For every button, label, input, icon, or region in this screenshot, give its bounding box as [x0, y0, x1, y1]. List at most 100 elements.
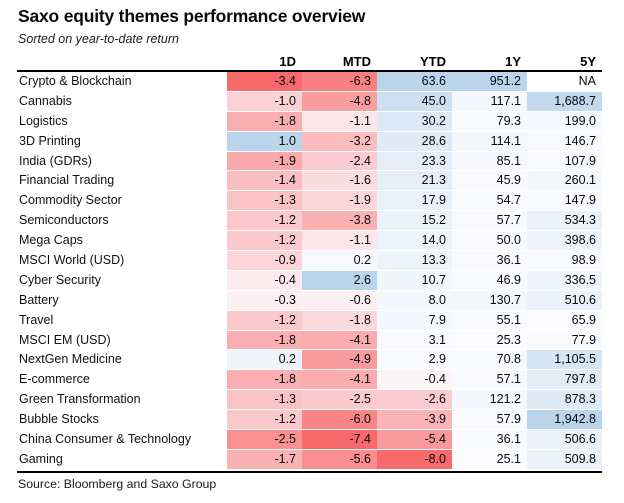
value-cell: -1.1 [302, 231, 377, 252]
table-row: Commodity Sector -1.3 -1.9 17.9 54.7 147.9 [17, 191, 602, 212]
value-cell: 130.7 [452, 290, 527, 311]
table-row: 3D Printing 1.0 -3.2 28.6 114.1 146.7 [17, 131, 602, 152]
table-row: Travel -1.2 -1.8 7.9 55.1 65.9 [17, 310, 602, 331]
value-cell: 98.9 [527, 251, 602, 271]
value-cell: -7.4 [302, 430, 377, 450]
value-cell: 1,105.5 [527, 350, 602, 371]
value-cell: -5.4 [377, 430, 452, 450]
value-cell: 121.2 [452, 390, 527, 411]
value-cell: -6.3 [302, 72, 377, 92]
value-cell: 54.7 [452, 191, 527, 212]
theme-name: India (GDRs) [19, 153, 92, 168]
value-cell: 17.9 [377, 191, 452, 212]
theme-name: NextGen Medicine [19, 352, 122, 367]
value-cell: -4.1 [302, 370, 377, 391]
value-cell: -0.4 [377, 370, 452, 391]
column-header-ytd: YTD [420, 54, 446, 69]
theme-name: MSCI EM (USD) [19, 332, 111, 347]
theme-name: Battery [19, 292, 59, 307]
theme-name: Bubble Stocks [19, 412, 99, 427]
value-cell: 15.2 [377, 211, 452, 232]
value-cell: 1,688.7 [527, 91, 602, 112]
value-cell: 951.2 [452, 72, 527, 92]
table-row: NextGen Medicine 0.2 -4.9 2.9 70.8 1,105.5 [17, 350, 602, 371]
value-cell: 13.3 [377, 251, 452, 271]
value-cell: -0.9 [227, 251, 302, 271]
value-cell: -1.9 [227, 151, 302, 172]
value-cell: 57.7 [452, 211, 527, 232]
value-cell: 14.0 [377, 231, 452, 252]
value-cell: -1.0 [227, 91, 302, 112]
value-cell: 28.6 [377, 131, 452, 152]
value-cell: -2.6 [377, 390, 452, 411]
value-cell: 114.1 [452, 131, 527, 152]
value-cell: 63.6 [377, 72, 452, 92]
value-cell: 8.0 [377, 290, 452, 311]
value-cell: -2.5 [227, 430, 302, 450]
value-cell: 260.1 [527, 171, 602, 192]
value-cell: -1.1 [302, 111, 377, 132]
value-cell: 0.2 [227, 350, 302, 371]
table-body: Crypto & Blockchain -3.4 -6.3 63.6 951.2 NA Ca… [17, 72, 602, 470]
value-cell: -3.4 [227, 72, 302, 92]
theme-name: Cannabis [19, 93, 72, 108]
value-cell: -6.0 [302, 410, 377, 431]
table-row: Gaming -1.7 -5.6 -8.0 25.1 509.8 [17, 449, 602, 470]
theme-name: Travel [19, 312, 54, 327]
table-row: E-commerce -1.8 -4.1 -0.4 57.1 797.8 [17, 370, 602, 391]
value-cell: -1.8 [227, 330, 302, 351]
value-cell: 30.2 [377, 111, 452, 132]
value-cell: 85.1 [452, 151, 527, 172]
column-header-1y: 1Y [505, 54, 521, 69]
value-cell: 36.1 [452, 430, 527, 450]
subtitle: Sorted on year-to-date return [18, 32, 179, 46]
table-row: Mega Caps -1.2 -1.1 14.0 50.0 398.6 [17, 231, 602, 252]
table-row: Battery -0.3 -0.6 8.0 130.7 510.6 [17, 290, 602, 311]
value-cell: 1,942.8 [527, 410, 602, 431]
value-cell: 147.9 [527, 191, 602, 212]
theme-name: E-commerce [19, 372, 90, 387]
table-row: India (GDRs) -1.9 -2.4 23.3 85.1 107.9 [17, 151, 602, 172]
table-row: MSCI EM (USD) -1.8 -4.1 3.1 25.3 77.9 [17, 330, 602, 351]
value-cell: 55.1 [452, 310, 527, 331]
theme-name: Green Transformation [19, 392, 141, 407]
value-cell: 509.8 [527, 449, 602, 470]
theme-name: Commodity Sector [19, 193, 122, 208]
value-cell: 7.9 [377, 310, 452, 331]
bottom-rule [17, 470, 602, 473]
value-cell: 57.1 [452, 370, 527, 391]
table-row: Semiconductors -1.2 -3.8 15.2 57.7 534.3 [17, 211, 602, 232]
theme-name: Financial Trading [19, 173, 115, 188]
theme-name: Mega Caps [19, 233, 83, 248]
table-row: China Consumer & Technology -2.5 -7.4 -5.4 3… [17, 430, 602, 450]
value-cell: -3.2 [302, 131, 377, 152]
value-cell: 65.9 [527, 310, 602, 331]
value-cell: 70.8 [452, 350, 527, 371]
column-header-5y: 5Y [580, 54, 596, 69]
table-row: Cannabis -1.0 -4.8 45.0 117.1 1,688.7 [17, 91, 602, 112]
theme-name: Gaming [19, 451, 63, 466]
theme-name: China Consumer & Technology [19, 432, 192, 447]
value-cell: 57.9 [452, 410, 527, 431]
value-cell: -2.5 [302, 390, 377, 411]
value-cell: 10.7 [377, 270, 452, 291]
value-cell: -3.9 [377, 410, 452, 431]
value-cell: 45.0 [377, 91, 452, 112]
value-cell: 46.9 [452, 270, 527, 291]
column-header-1d: 1D [279, 54, 296, 69]
theme-name: MSCI World (USD) [19, 253, 125, 268]
value-cell: -1.2 [227, 211, 302, 232]
value-cell: -3.8 [302, 211, 377, 232]
value-cell: 117.1 [452, 91, 527, 112]
value-cell: 506.6 [527, 430, 602, 450]
table-row: Bubble Stocks -1.2 -6.0 -3.9 57.9 1,942.8 [17, 410, 602, 431]
value-cell: -4.1 [302, 330, 377, 351]
value-cell: -2.4 [302, 151, 377, 172]
value-cell: -1.9 [302, 191, 377, 212]
table-header-row: 1D MTD YTD 1Y 5Y [17, 51, 602, 69]
value-cell: -0.3 [227, 290, 302, 311]
heatmap-table: 1D MTD YTD 1Y 5Y Crypto & Blockchain -3.4 -6.3… [17, 51, 602, 473]
value-cell: 25.3 [452, 330, 527, 351]
value-cell: -8.0 [377, 449, 452, 470]
